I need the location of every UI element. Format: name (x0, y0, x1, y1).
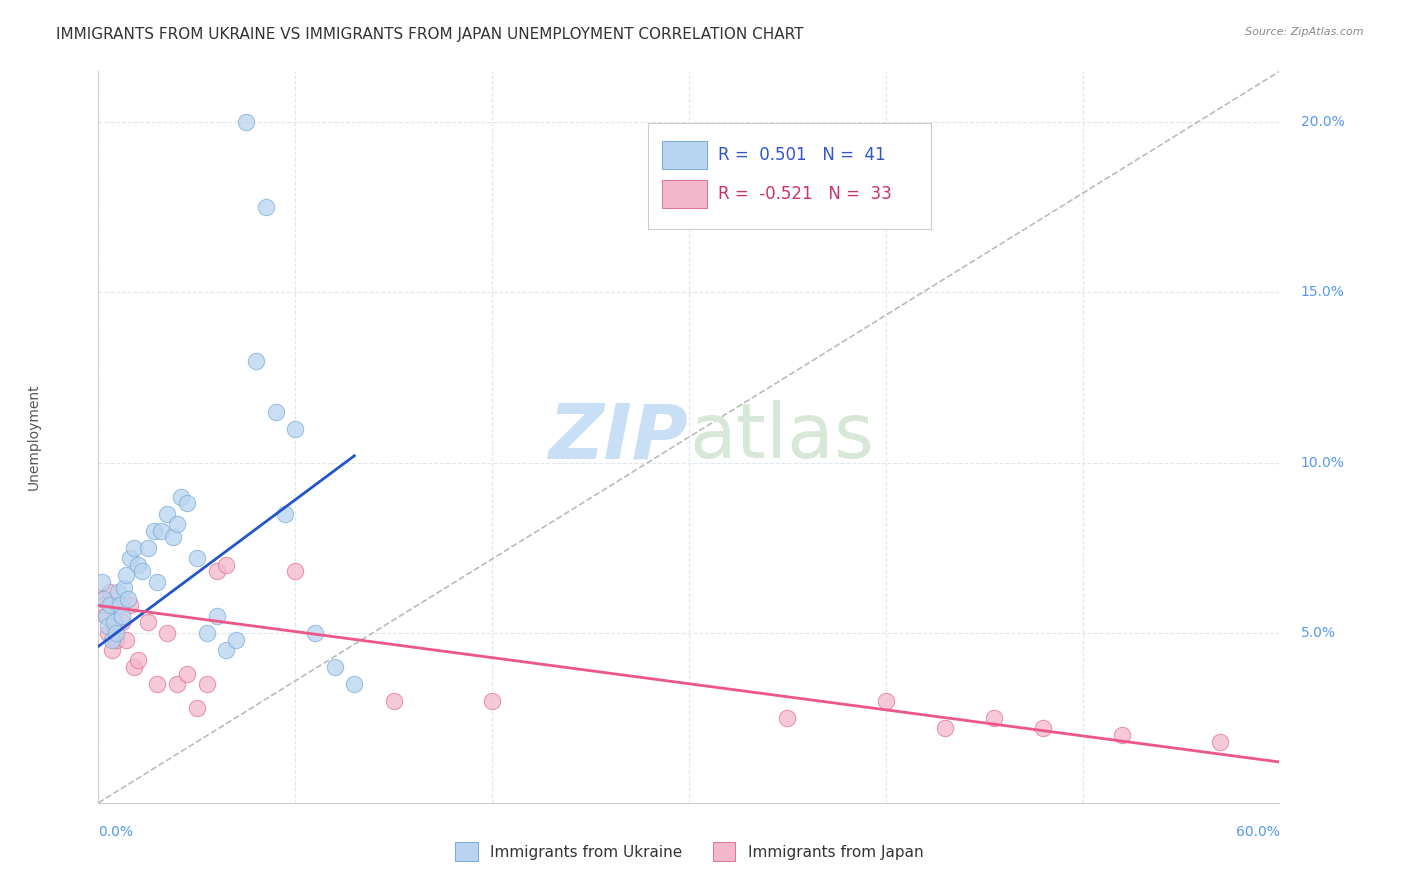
Point (136, 541, 159, 555)
Point (127, 558, 149, 572)
Text: R =  -0.521   N =  33: R = -0.521 N = 33 (718, 186, 893, 203)
Point (97, 625, 120, 640)
Point (122, 541, 145, 555)
Point (136, 615, 159, 630)
Point (215, 642, 238, 657)
Point (115, 632, 138, 647)
Text: 20.0%: 20.0% (1301, 115, 1344, 129)
Point (254, 201, 277, 215)
Text: Source: ZipAtlas.com: Source: ZipAtlas.com (1246, 27, 1364, 37)
Point (264, 404, 287, 418)
Point (93, 599, 115, 613)
Text: 0.0%: 0.0% (98, 825, 134, 838)
Point (107, 585, 129, 599)
Point (112, 582, 135, 596)
Point (107, 599, 129, 613)
Point (118, 550, 141, 565)
FancyBboxPatch shape (662, 180, 707, 208)
Point (225, 632, 247, 647)
Point (108, 599, 131, 613)
Text: atlas: atlas (689, 401, 873, 474)
Point (142, 524, 165, 538)
Point (1209, 734, 1232, 748)
Point (131, 565, 153, 579)
Text: 10.0%: 10.0% (1301, 456, 1344, 469)
Point (186, 700, 208, 714)
Point (176, 666, 198, 681)
FancyBboxPatch shape (662, 141, 707, 169)
Point (118, 599, 141, 613)
Text: 15.0%: 15.0% (1301, 285, 1344, 300)
Text: IMMIGRANTS FROM UKRAINE VS IMMIGRANTS FROM JAPAN UNEMPLOYMENT CORRELATION CHART: IMMIGRANTS FROM UKRAINE VS IMMIGRANTS FR… (56, 27, 804, 42)
Point (382, 694, 405, 708)
Point (103, 619, 125, 633)
Point (91, 574, 114, 589)
Point (195, 677, 218, 691)
Point (93, 591, 115, 606)
Text: ZIP: ZIP (550, 401, 689, 474)
Point (170, 490, 193, 504)
Point (117, 591, 139, 606)
Point (1111, 728, 1133, 742)
Point (343, 677, 366, 691)
Point (186, 550, 208, 565)
Point (205, 608, 228, 623)
Point (205, 565, 228, 579)
FancyBboxPatch shape (648, 122, 931, 228)
Point (166, 677, 188, 691)
Point (91, 591, 114, 606)
Text: 60.0%: 60.0% (1236, 825, 1279, 838)
Point (284, 421, 307, 435)
Point (875, 694, 897, 708)
Point (111, 615, 134, 630)
Point (323, 659, 346, 673)
Text: R =  0.501   N =  41: R = 0.501 N = 41 (718, 145, 886, 164)
Point (166, 516, 188, 531)
Point (1032, 721, 1054, 735)
Point (101, 642, 124, 657)
Point (146, 677, 169, 691)
Point (105, 625, 128, 640)
Point (127, 653, 149, 667)
Point (101, 632, 124, 647)
Point (156, 625, 179, 640)
Point (274, 507, 297, 521)
Point (111, 608, 134, 623)
Point (934, 721, 956, 735)
Point (122, 659, 145, 673)
Point (235, 115, 257, 129)
Point (215, 558, 238, 572)
Point (983, 711, 1005, 725)
Point (150, 524, 173, 538)
Point (98, 599, 121, 613)
Point (176, 496, 198, 510)
Point (146, 574, 169, 589)
Point (481, 694, 503, 708)
Point (776, 711, 799, 725)
Point (96, 608, 118, 623)
Point (156, 507, 179, 521)
Point (97, 619, 120, 633)
Text: Unemployment: Unemployment (27, 384, 41, 491)
Point (284, 565, 307, 579)
Point (96, 608, 118, 623)
Point (195, 625, 218, 640)
Point (162, 531, 184, 545)
Point (304, 625, 326, 640)
Point (115, 567, 138, 582)
Point (245, 353, 267, 368)
Point (103, 615, 125, 630)
Text: 5.0%: 5.0% (1301, 625, 1336, 640)
Legend: Immigrants from Ukraine, Immigrants from Japan: Immigrants from Ukraine, Immigrants from… (454, 842, 924, 861)
Point (98, 585, 121, 599)
Point (105, 632, 128, 647)
